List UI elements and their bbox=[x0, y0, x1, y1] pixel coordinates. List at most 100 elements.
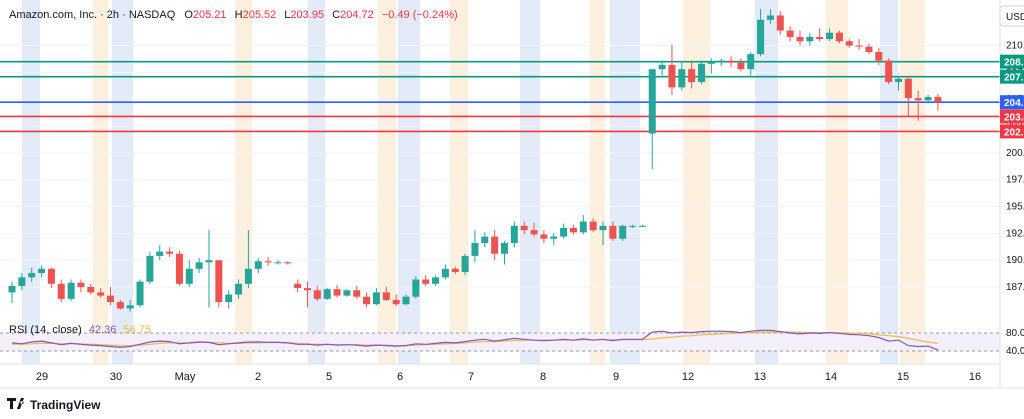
candle bbox=[126, 299, 134, 312]
candle bbox=[658, 60, 666, 76]
candle-body bbox=[116, 302, 124, 309]
candle bbox=[382, 287, 390, 301]
candle bbox=[609, 221, 617, 241]
tradingview-logo[interactable]: TradingView bbox=[7, 398, 101, 412]
low-label: L bbox=[284, 9, 290, 21]
candle-body bbox=[914, 98, 922, 101]
session-background-bands bbox=[22, 0, 925, 364]
candle bbox=[235, 279, 243, 299]
candle-body bbox=[934, 96, 942, 103]
candle bbox=[747, 52, 755, 76]
time-tick-label: May bbox=[175, 371, 196, 383]
candle bbox=[294, 279, 302, 293]
candle-body bbox=[87, 287, 95, 293]
session-band bbox=[235, 0, 252, 364]
candle bbox=[707, 58, 715, 74]
candle bbox=[845, 39, 853, 48]
candle bbox=[796, 30, 804, 46]
currency-button[interactable]: USD bbox=[999, 5, 1024, 27]
price-axis[interactable]: 210.00207.50205.00202.50200.00197.50195.… bbox=[999, 0, 1024, 388]
candle bbox=[648, 69, 656, 169]
candle bbox=[28, 267, 36, 282]
rsi-background bbox=[0, 333, 1000, 351]
candle-body bbox=[343, 290, 351, 296]
svg-text:RSI (14, close) 42.36: RSI (14, close) 42.36 56.75 bbox=[9, 324, 151, 336]
candle-body bbox=[520, 225, 528, 231]
candle bbox=[904, 77, 912, 117]
candle bbox=[638, 224, 646, 227]
level-tag-label: 202.00 bbox=[1004, 127, 1024, 138]
price-tick-label: 192.50 bbox=[1006, 228, 1024, 239]
rsi-panel[interactable] bbox=[0, 329, 1000, 352]
candle bbox=[67, 279, 75, 301]
close-label: C bbox=[332, 9, 340, 21]
candle bbox=[264, 256, 272, 266]
candle-body bbox=[826, 32, 834, 40]
candle bbox=[274, 260, 282, 265]
candle bbox=[215, 260, 223, 308]
candle bbox=[97, 288, 105, 298]
candle bbox=[835, 30, 843, 44]
symbol-title[interactable]: Amazon.com, Inc. · 2h · NASDAQ bbox=[9, 9, 176, 21]
session-band bbox=[683, 0, 710, 364]
candle-body bbox=[294, 283, 302, 289]
candle bbox=[717, 58, 725, 66]
candle bbox=[8, 281, 16, 304]
candle bbox=[688, 62, 696, 89]
grid-lines bbox=[0, 45, 1000, 288]
level-tag-label: 204.72 bbox=[1004, 98, 1024, 109]
candle bbox=[333, 284, 341, 298]
candle-body bbox=[166, 251, 174, 254]
candle bbox=[402, 294, 410, 306]
candle bbox=[156, 245, 164, 261]
candle-body bbox=[619, 225, 627, 239]
candle bbox=[412, 276, 420, 299]
candle bbox=[422, 275, 430, 286]
high-label: H bbox=[235, 9, 243, 21]
level-tag bbox=[1000, 54, 1024, 69]
candle bbox=[589, 218, 597, 233]
candle-body bbox=[717, 60, 725, 62]
low-value: 203.95 bbox=[290, 9, 324, 21]
candle-body bbox=[432, 277, 440, 284]
session-band bbox=[308, 0, 325, 364]
candle-body bbox=[540, 234, 548, 239]
candle-body bbox=[195, 262, 203, 269]
candle bbox=[225, 290, 233, 309]
time-tick-label: 5 bbox=[326, 371, 332, 383]
time-tick-label: 30 bbox=[110, 371, 122, 383]
session-band bbox=[880, 0, 898, 364]
rsi-label[interactable]: RSI (14, close) bbox=[9, 324, 82, 336]
candle-body bbox=[648, 69, 656, 134]
candle-body bbox=[875, 52, 883, 61]
price-tick-label: 187.50 bbox=[1006, 282, 1024, 293]
candle-body bbox=[264, 261, 272, 263]
price-levels bbox=[0, 60, 1000, 133]
candle bbox=[826, 28, 834, 42]
svg-text:Amazon.com, Inc. · 2h · NASDAQ: Amazon.com, Inc. · 2h · NASDAQ O205.21 H… bbox=[9, 9, 458, 21]
candle bbox=[678, 62, 686, 91]
time-axis[interactable]: 29 30 May 2 5 6 7 8 9 12 13 14 15 16 bbox=[36, 371, 981, 383]
candle-body bbox=[235, 283, 243, 295]
candle-body bbox=[895, 78, 902, 83]
candle bbox=[560, 223, 568, 239]
candle-body bbox=[471, 243, 479, 256]
session-band bbox=[826, 0, 848, 364]
candle-body bbox=[363, 296, 371, 305]
candle bbox=[579, 215, 587, 235]
candle-body bbox=[757, 19, 765, 55]
candle bbox=[914, 90, 922, 121]
candle-body bbox=[461, 255, 469, 272]
candle-body bbox=[146, 255, 154, 282]
candle-body bbox=[501, 243, 508, 254]
candle bbox=[895, 75, 902, 91]
candle bbox=[441, 264, 449, 280]
session-band bbox=[93, 0, 108, 364]
time-tick-label: 8 bbox=[540, 371, 546, 383]
candle-body bbox=[244, 268, 252, 284]
candle-body bbox=[629, 225, 637, 227]
candle bbox=[481, 232, 489, 248]
candle bbox=[786, 26, 794, 42]
candle bbox=[816, 28, 824, 42]
